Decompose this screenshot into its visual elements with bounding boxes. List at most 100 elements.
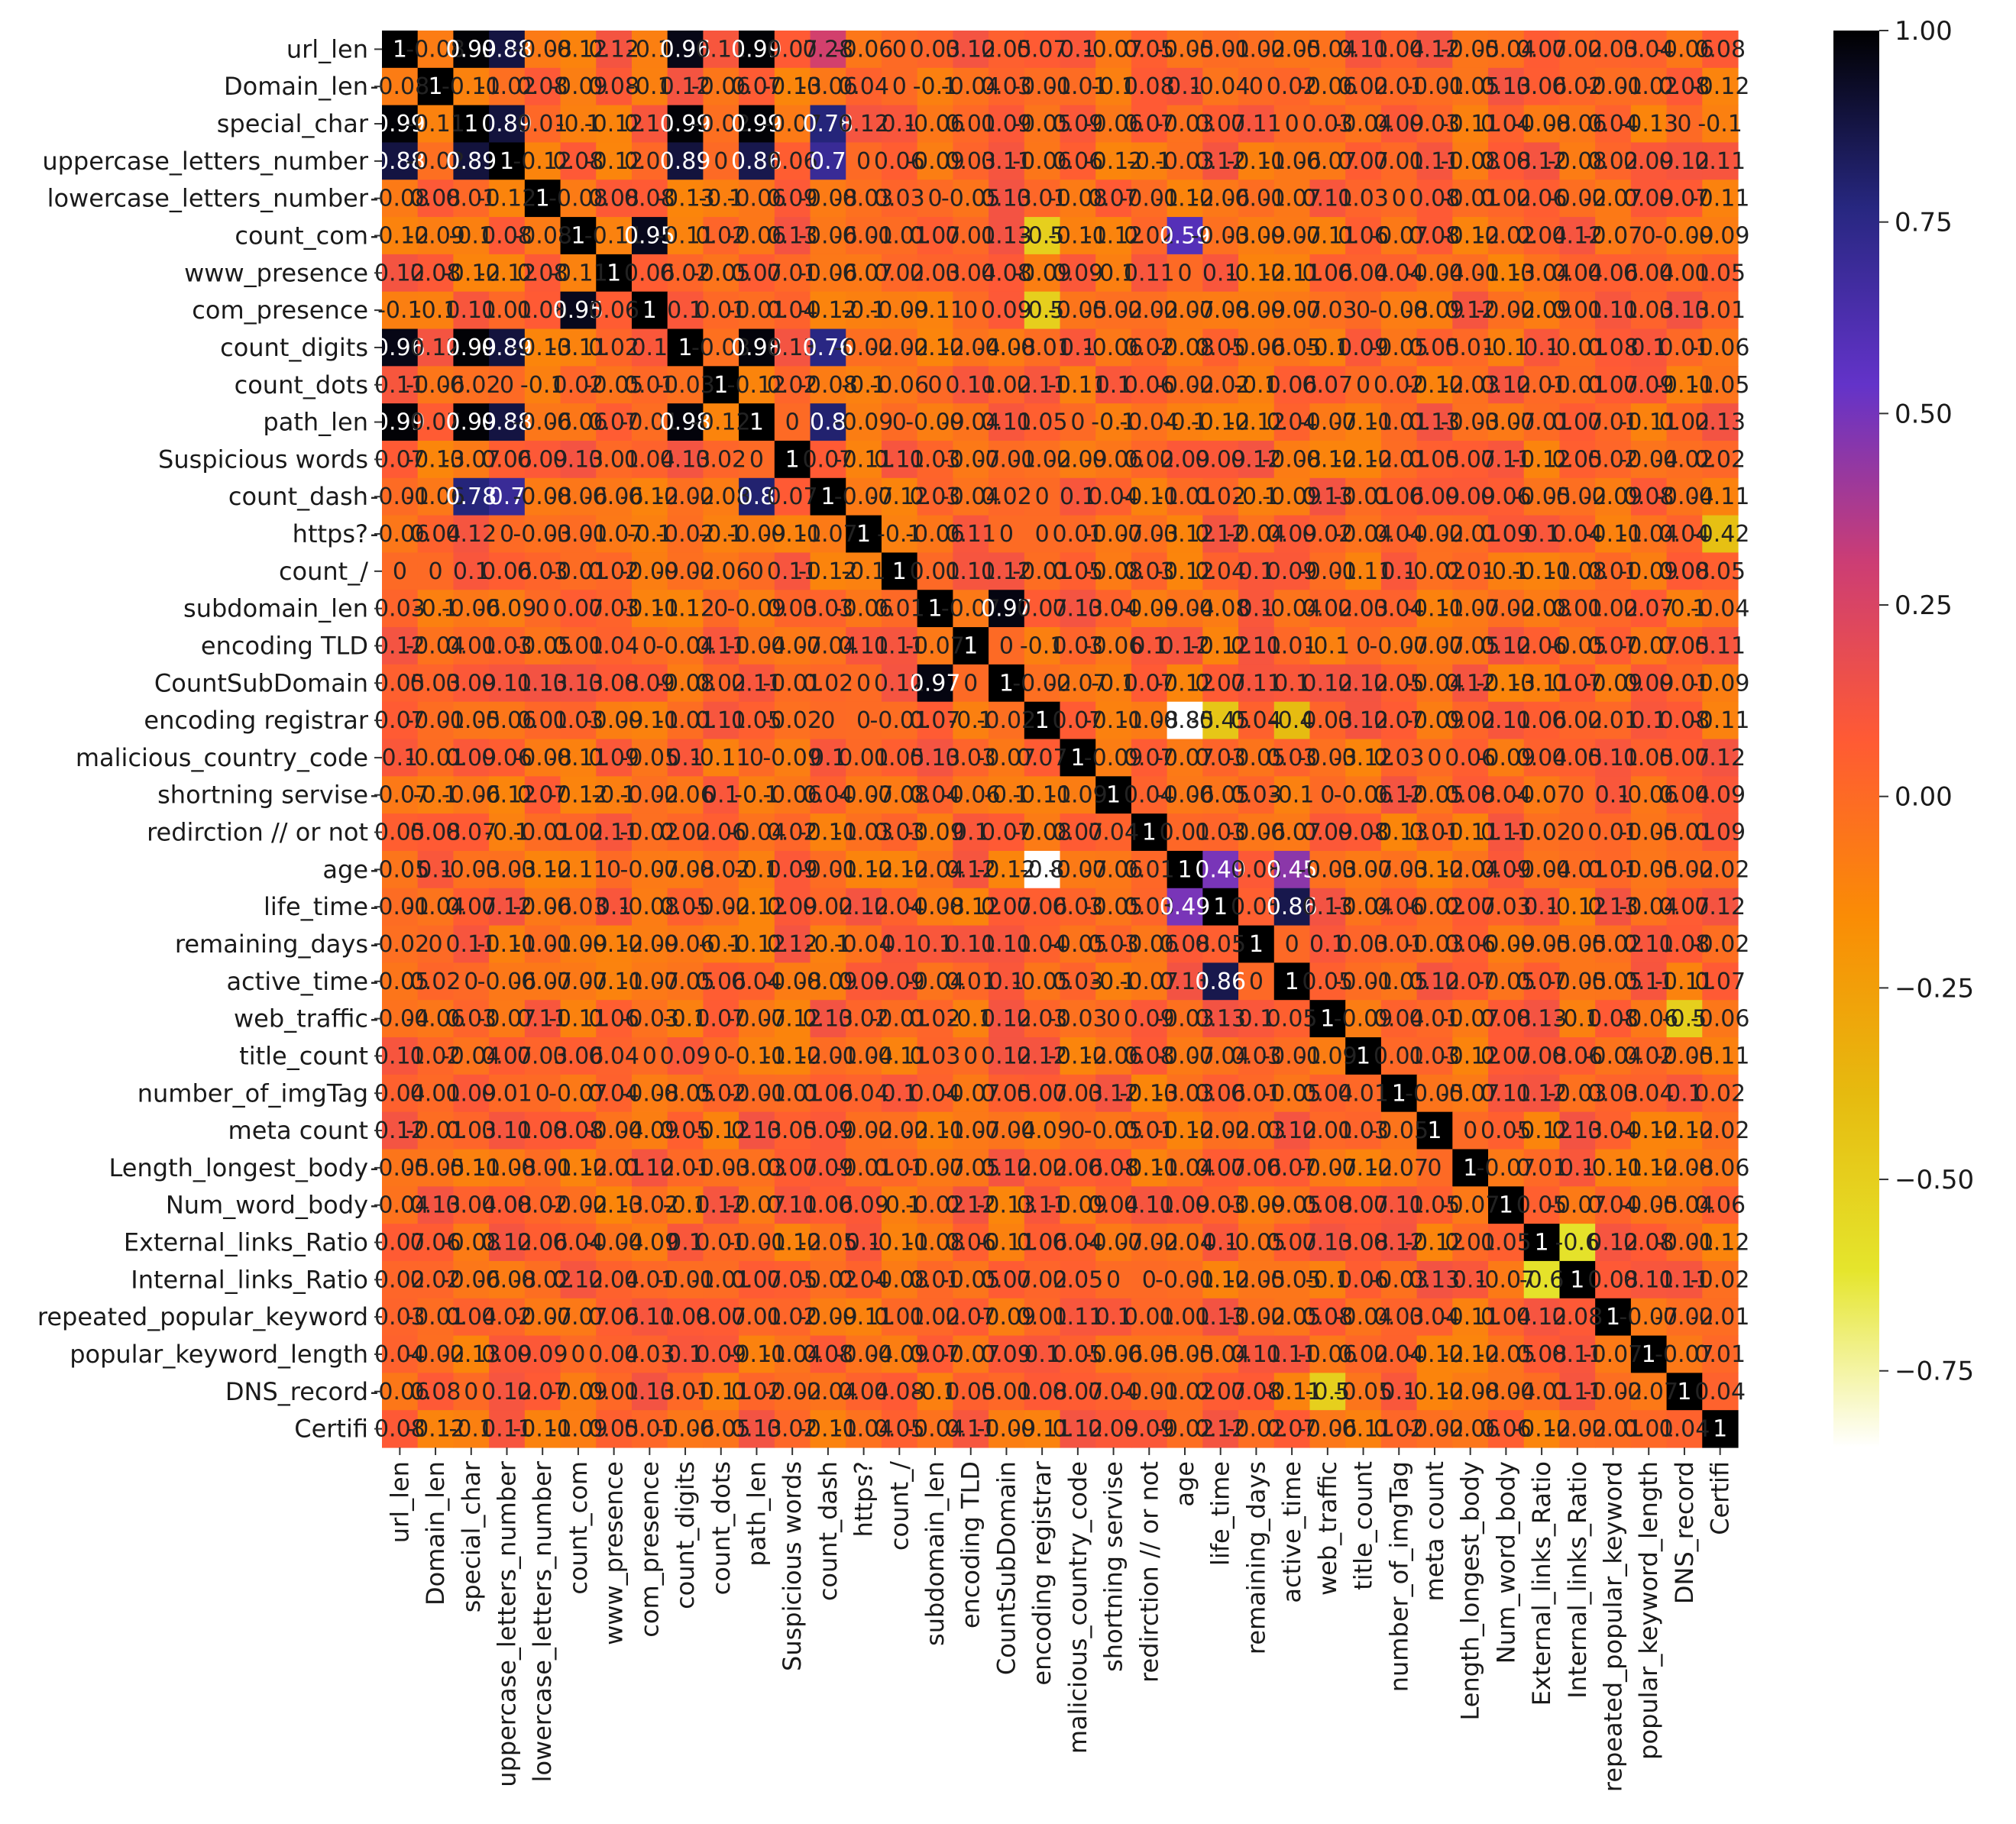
heatmap-cell [774, 105, 811, 144]
heatmap-cell-value: 0 [963, 297, 978, 324]
heatmap-cell-value: 1 [1427, 1117, 1442, 1144]
heatmap-cell-value: 1 [999, 670, 1014, 697]
heatmap-cell [774, 142, 811, 180]
heatmap-cell-value: 0 [856, 670, 871, 697]
x-tick-label: count_com [564, 1461, 593, 1595]
heatmap-cell-value: 0 [856, 148, 871, 175]
heatmap-cell [1309, 142, 1346, 180]
y-tick-label: number_of_imgTag [138, 1079, 368, 1108]
heatmap-cell-value: -0.06 [691, 558, 751, 585]
y-tick-label: Num_word_body [166, 1191, 368, 1220]
heatmap-cell [1595, 31, 1632, 69]
heatmap-cell-value: 0 [1035, 483, 1050, 510]
heatmap-cell-value: 0.1 [631, 335, 668, 361]
heatmap-cell [1380, 67, 1418, 106]
heatmap-cell [881, 67, 918, 106]
heatmap-cell [989, 105, 1025, 144]
heatmap-cell [1595, 67, 1632, 106]
heatmap-cell [631, 31, 668, 69]
heatmap-cell [1273, 67, 1311, 106]
heatmap-cell-value: 1 [642, 297, 657, 324]
heatmap-cell-value: 1 [785, 446, 800, 473]
y-tick-label: External_links_Ratio [124, 1228, 368, 1257]
x-tick-label: Length_longest_body [1456, 1461, 1485, 1720]
x-tick-label: count_digits [671, 1461, 700, 1609]
heatmap-cell [953, 67, 989, 106]
heatmap-cell-value: 0.04 [838, 73, 889, 100]
heatmap-cell-value: -0.02 [1691, 856, 1750, 883]
heatmap-cell [417, 67, 455, 106]
heatmap-cell [1238, 142, 1275, 180]
colorbar-tick-label: 1.00 [1895, 16, 1953, 47]
heatmap-cell [1060, 105, 1096, 144]
heatmap-cell [667, 142, 704, 180]
heatmap-cell-value: -0.02 [1512, 820, 1571, 846]
y-tick-label: title_count [239, 1041, 368, 1070]
heatmap-cell [810, 142, 846, 180]
heatmap-cell [1702, 105, 1739, 144]
heatmap-cell-value: 0.86 [1195, 969, 1246, 995]
heatmap-cell [1345, 142, 1382, 180]
colorbar-ticks: 1.00 0.75 0.50 0.25 0.00 −0.25 −0.50 −0.75 [1879, 16, 1974, 1387]
y-tick-label: com_presence [192, 296, 368, 325]
heatmap-cell [453, 67, 490, 106]
heatmap-cell [1380, 142, 1418, 180]
heatmap-cell [1238, 105, 1275, 144]
x-tick-label: External_links_Ratio [1527, 1461, 1556, 1706]
heatmap-cell [917, 31, 953, 69]
x-tick-label: title_count [1349, 1461, 1378, 1590]
heatmap-cell [1202, 142, 1239, 180]
heatmap-cell [703, 105, 739, 144]
y-tick-label: age [322, 855, 368, 884]
x-tick-label: meta count [1420, 1461, 1449, 1601]
y-tick-label: count_digits [220, 333, 368, 362]
heatmap-cell [1095, 142, 1132, 180]
heatmap-cell-value: -0.07 [1619, 1379, 1678, 1405]
y-tick-label: encoding TLD [201, 631, 368, 660]
heatmap-cell [1060, 67, 1096, 106]
heatmap-cell-value: 0.12 [1694, 745, 1746, 771]
y-tick-label: Length_longest_body [109, 1153, 368, 1182]
heatmap-cell-value: 1 [1142, 820, 1157, 846]
heatmap-cell-value: -0.09 [1298, 1043, 1357, 1069]
heatmap-cell-value: -0.08 [513, 222, 572, 249]
x-tick-label: encoding registrar [1027, 1460, 1057, 1685]
heatmap-cell-value: 1 [1356, 1043, 1370, 1069]
x-tick-label: active_time [1277, 1461, 1306, 1603]
colorbar: 1.00 0.75 0.50 0.25 0.00 −0.25 −0.50 −0.75 [1833, 16, 1974, 1447]
heatmap-cell-value: 0 [464, 969, 478, 995]
heatmap-cell-value: 0 [536, 596, 550, 623]
heatmap-cell-value: -0.1 [1270, 782, 1315, 809]
heatmap-cell [739, 142, 775, 180]
heatmap-cell-value: 0.09 [660, 1043, 711, 1069]
heatmap-cell-value: -0.11 [548, 260, 608, 286]
heatmap-cell [1345, 31, 1382, 69]
y-tick-label: subdomain_len [183, 594, 368, 623]
heatmap-cell-value: 1 [1070, 745, 1085, 771]
heatmap-cell-value: 0 [1356, 632, 1370, 659]
heatmap-cell [1380, 105, 1418, 144]
heatmap-cell-value: 0 [1427, 745, 1442, 771]
heatmap-cell [881, 142, 918, 180]
heatmap-cell-value: 0.09 [1694, 782, 1746, 809]
heatmap-cell [1630, 142, 1668, 180]
heatmap-cell [1702, 142, 1739, 180]
heatmap-cell [703, 179, 739, 218]
x-tick-label: count_/ [885, 1461, 914, 1551]
heatmap-cell-value: 0 [607, 856, 621, 883]
heatmap-cell [560, 67, 597, 106]
heatmap-cell-value: -0.11 [905, 297, 965, 324]
x-tick-label: life_time [1206, 1461, 1235, 1566]
x-tick-label: https? [849, 1461, 879, 1537]
heatmap-cell [810, 31, 846, 69]
y-tick-labels: url_len Domain_len special_char uppercase_l… [37, 34, 382, 1444]
heatmap-cell [1523, 105, 1561, 144]
heatmap-cell-value: 0 [1570, 820, 1584, 846]
heatmap-cell-value: -0.04 [1691, 596, 1750, 623]
heatmap-cell-value: 1 [1713, 1416, 1727, 1443]
heatmap-cell [1559, 31, 1596, 69]
heatmap-cell [489, 142, 526, 180]
heatmap-cell [1273, 142, 1311, 180]
heatmap-cell [1202, 31, 1239, 69]
heatmap-cell-value: 0 [1106, 1006, 1121, 1033]
